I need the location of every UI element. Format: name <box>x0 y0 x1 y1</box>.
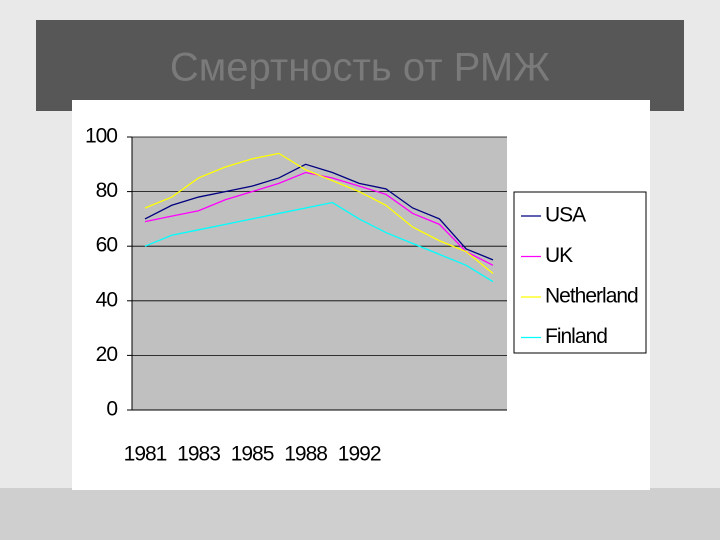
legend <box>513 191 647 354</box>
series-line <box>144 163 494 261</box>
plot-area <box>132 137 507 410</box>
legend-label: Finland <box>545 325 607 348</box>
series-line <box>144 152 494 275</box>
x-tick-label: 1981 <box>124 443 167 466</box>
legend-label: Netherland <box>545 285 638 308</box>
bottom-band <box>0 488 720 540</box>
series-line <box>144 201 494 283</box>
x-tick-label: 1985 <box>231 443 274 466</box>
x-tick-label: 1983 <box>177 443 220 466</box>
y-tick-label: 80 <box>96 179 118 202</box>
chart-title: Смертность от РМЖ <box>170 46 550 90</box>
y-tick-label: 20 <box>96 343 118 366</box>
y-tick-label: 40 <box>96 288 118 311</box>
legend-label: USA <box>545 204 586 227</box>
x-tick-label: 1988 <box>284 443 327 466</box>
x-tick-label: 1992 <box>338 443 381 466</box>
title-bar <box>36 20 684 111</box>
y-tick-label: 100 <box>85 125 117 148</box>
y-tick-label: 60 <box>96 234 118 257</box>
y-tick-label: 0 <box>106 398 117 421</box>
legend-label: UK <box>545 244 573 267</box>
